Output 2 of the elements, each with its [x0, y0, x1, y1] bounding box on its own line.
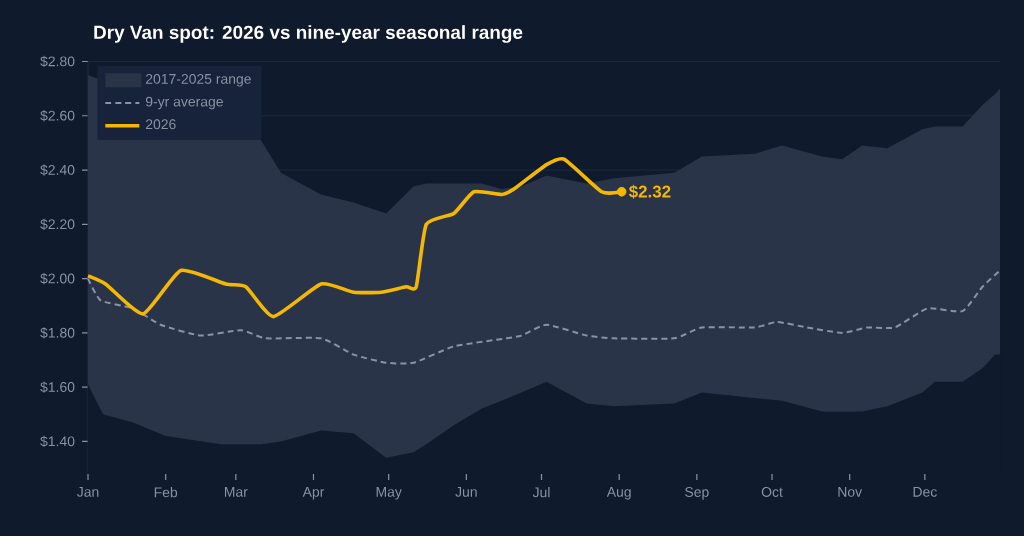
- chart-title: Dry Van spot: 2026 vs nine-year seasonal range: [94, 25, 523, 43]
- annotation: $2.32: [628, 184, 671, 199]
